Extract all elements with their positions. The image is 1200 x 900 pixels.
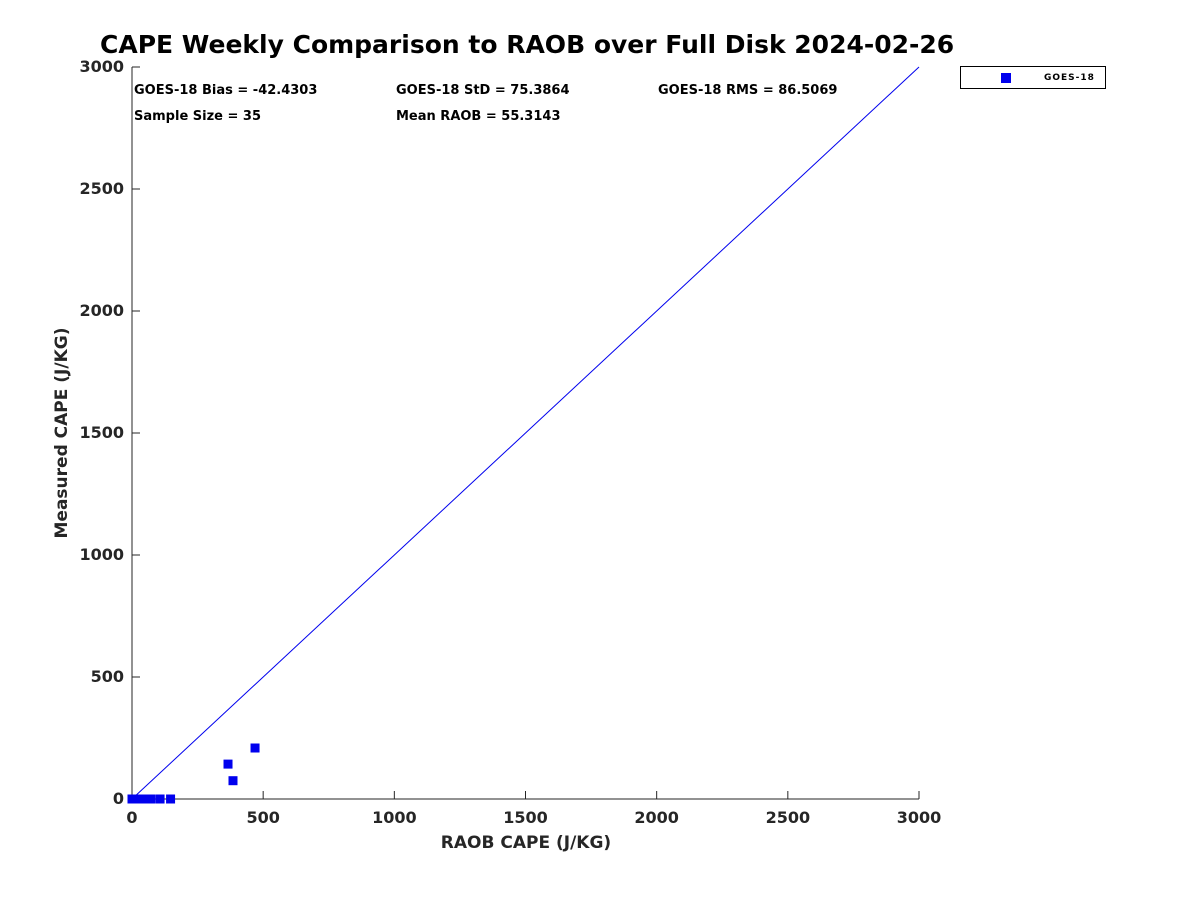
x-tick-label: 3000: [896, 808, 942, 827]
data-point: [146, 794, 156, 804]
y-tick-label: 1000: [79, 545, 124, 564]
x-tick-label: 500: [246, 808, 280, 827]
legend-square-marker-icon: [1001, 72, 1011, 83]
y-tick-label: 500: [90, 667, 124, 686]
x-tick-label: 1000: [372, 808, 417, 827]
stat-sample-size: Sample Size = 35: [134, 109, 262, 124]
data-point: [228, 776, 238, 786]
chart-title: CAPE Weekly Comparison to RAOB over Full…: [100, 30, 955, 59]
stat-mean-raob: Mean RAOB = 55.3143: [396, 109, 561, 124]
data-point: [155, 794, 165, 804]
data-point: [223, 759, 233, 769]
legend: GOES-18: [960, 66, 1106, 89]
y-tick-label: 0: [112, 789, 124, 808]
x-tick-label: 2500: [765, 808, 811, 827]
x-tick-label: 1500: [503, 808, 548, 827]
x-tick-label: 0: [126, 808, 138, 827]
legend-label: GOES-18: [1044, 72, 1095, 83]
stat-rms: GOES-18 RMS = 86.5069: [658, 83, 838, 98]
y-tick-label: 1500: [79, 423, 124, 442]
stat-std: GOES-18 StD = 75.3864: [396, 83, 570, 98]
x-axis-label: RAOB CAPE (J/KG): [440, 833, 612, 853]
data-point: [250, 743, 260, 753]
stat-bias: GOES-18 Bias = -42.4303: [134, 83, 318, 98]
y-tick-label: 2000: [79, 301, 124, 320]
data-point: [166, 794, 176, 804]
x-tick-label: 2000: [634, 808, 679, 827]
y-tick-label: 3000: [79, 57, 124, 76]
identity-line: [131, 66, 920, 800]
y-tick-label: 2500: [79, 179, 124, 198]
